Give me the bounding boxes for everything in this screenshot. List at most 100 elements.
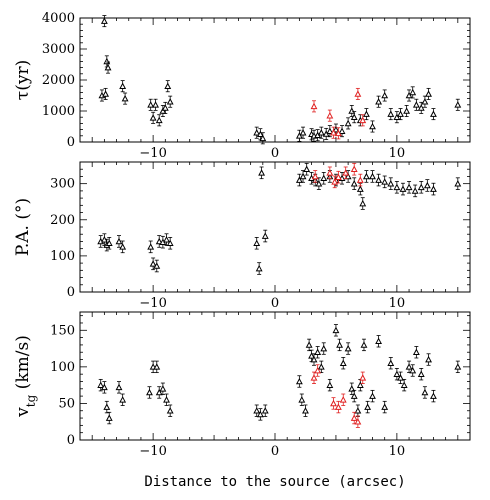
y-tick-label: 150 <box>50 323 75 338</box>
data-point <box>454 177 462 190</box>
data-point <box>105 411 113 425</box>
y-tick-label: 100 <box>50 360 75 375</box>
data-point <box>417 368 425 381</box>
data-point <box>159 382 167 395</box>
y-axis-label: P.A. (°) <box>13 198 33 256</box>
data-point <box>166 236 174 250</box>
data-point <box>317 126 325 139</box>
data-point <box>375 335 383 348</box>
data-point <box>334 170 342 184</box>
data-point <box>381 175 389 189</box>
data-point <box>359 114 367 127</box>
data-point <box>412 346 420 359</box>
data-point <box>302 404 309 417</box>
data-point <box>417 181 425 194</box>
x-tick-label: −10 <box>139 296 166 311</box>
data-point <box>261 404 269 417</box>
data-point <box>350 411 358 425</box>
data-point <box>417 101 425 114</box>
data-point <box>362 170 370 183</box>
data-point <box>317 360 325 374</box>
data-point <box>115 235 123 248</box>
data-point <box>454 360 462 374</box>
data-point <box>393 368 401 381</box>
data-point <box>295 173 303 187</box>
data-point <box>334 127 342 140</box>
y-tick-label: 100 <box>50 249 75 264</box>
data-point <box>326 378 334 392</box>
x-tick-label: 0 <box>271 444 279 459</box>
data-point <box>104 61 112 74</box>
data-point <box>364 400 372 414</box>
y-tick-label: 2000 <box>42 73 75 88</box>
panel-tau: −10 0 10 0 1000 2000 3000 4000 τ(yr) <box>13 11 471 161</box>
data-point <box>153 360 161 374</box>
data-point <box>423 179 431 192</box>
data-point <box>381 89 389 102</box>
data-point <box>397 371 404 384</box>
data-point <box>119 80 127 93</box>
data-point <box>163 393 170 406</box>
x-tick-label: 0 <box>271 296 279 311</box>
data-point <box>354 415 362 428</box>
data-point <box>397 108 404 121</box>
data-point <box>310 371 318 384</box>
data-point <box>256 128 264 141</box>
data-point <box>387 177 395 190</box>
data-point <box>399 182 407 196</box>
data-point <box>331 175 339 189</box>
data-point <box>405 181 413 194</box>
data-point <box>149 111 157 124</box>
data-point <box>375 173 383 187</box>
data-point <box>411 184 419 198</box>
y-tick-label: 0 <box>67 433 75 448</box>
data-point <box>344 170 352 183</box>
data-point <box>339 393 347 406</box>
data-point <box>339 357 347 370</box>
data-point <box>105 236 113 250</box>
data-point <box>430 182 437 196</box>
data-point <box>152 98 159 111</box>
data-point <box>344 117 352 130</box>
data-point <box>299 170 307 183</box>
data-point <box>409 86 417 99</box>
data-point <box>299 126 307 139</box>
data-point <box>155 386 163 399</box>
data-point <box>362 108 370 121</box>
data-point <box>375 95 383 108</box>
data-point <box>405 89 413 102</box>
y-axis-label: τ(yr) <box>13 60 33 100</box>
data-point <box>430 108 437 121</box>
data-point <box>454 98 462 111</box>
data-point <box>115 381 123 394</box>
y-tick-label: 0 <box>67 285 75 300</box>
data-point <box>425 87 432 100</box>
data-point <box>421 386 429 399</box>
data-point <box>403 105 411 117</box>
data-point <box>256 408 264 421</box>
data-point <box>100 381 108 394</box>
data-point <box>409 364 417 377</box>
data-point <box>332 324 340 337</box>
data-point <box>161 101 169 114</box>
data-point <box>425 353 432 366</box>
data-point <box>100 15 108 28</box>
data-point <box>159 105 167 117</box>
data-point <box>164 80 172 93</box>
data-point <box>147 240 155 254</box>
data-point <box>100 233 108 246</box>
data-point <box>350 177 358 190</box>
y-tick-label: 50 <box>58 396 75 411</box>
data-point <box>354 87 362 100</box>
data-point <box>149 360 157 374</box>
y-tick-label: 3000 <box>42 42 75 57</box>
data-point <box>155 235 163 248</box>
data-point <box>121 92 129 105</box>
data-point <box>253 236 261 250</box>
data-point <box>412 98 420 111</box>
data-point <box>259 132 267 145</box>
data-point <box>320 171 328 185</box>
